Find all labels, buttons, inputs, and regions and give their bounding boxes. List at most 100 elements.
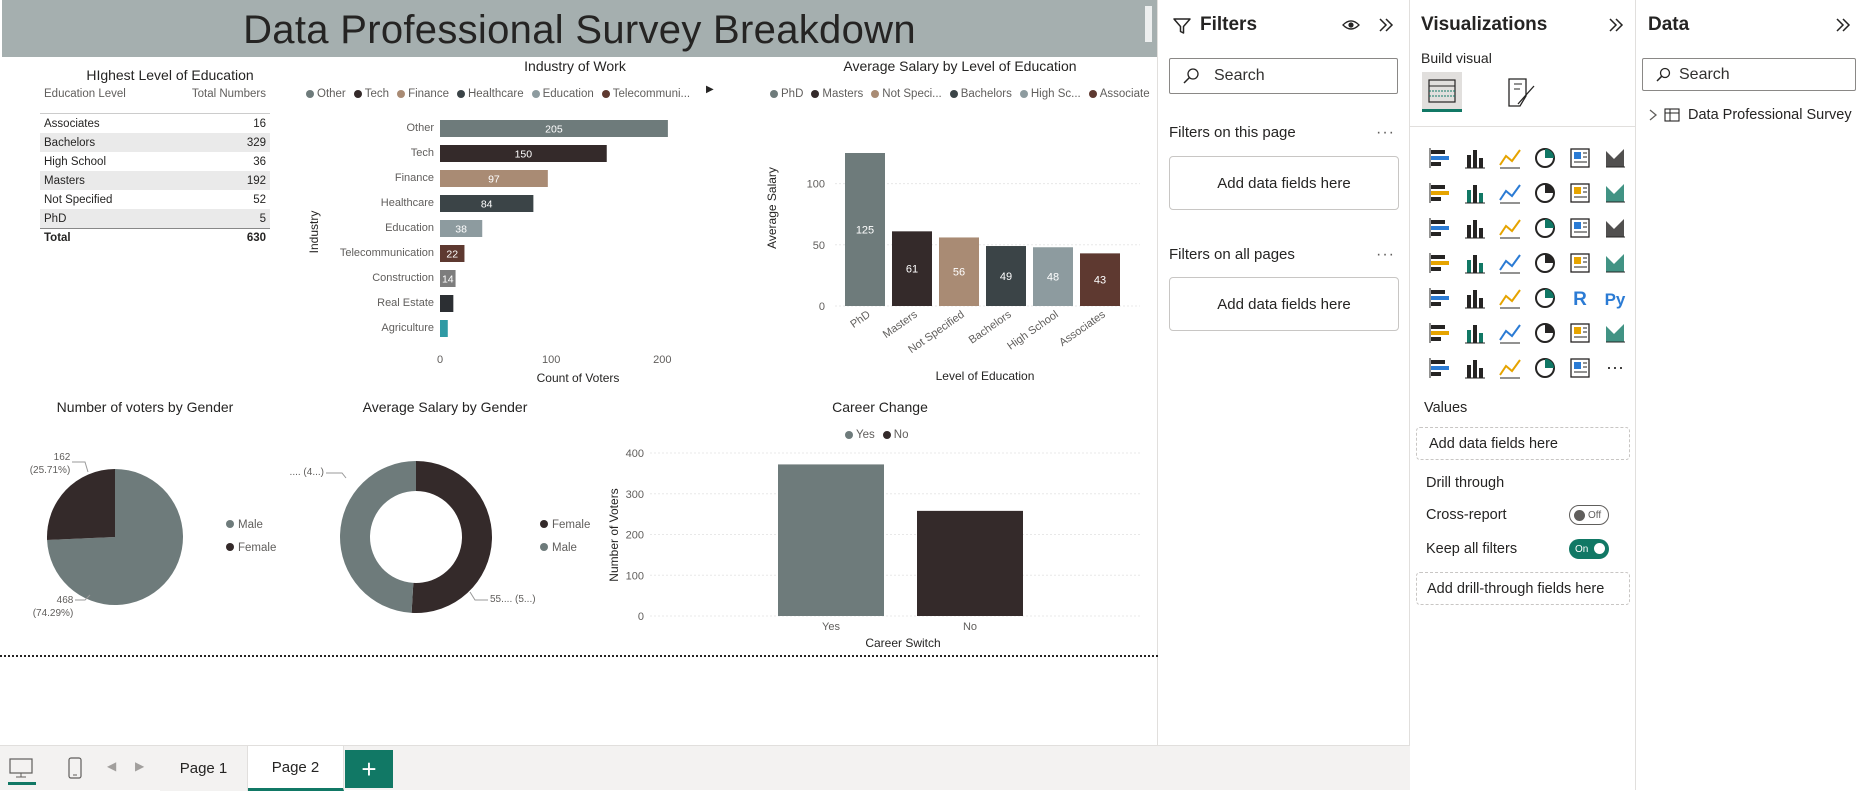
line-chart-icon[interactable] [1422, 175, 1457, 210]
100-column-icon[interactable] [1597, 140, 1632, 175]
donut-chart-icon[interactable] [1562, 210, 1597, 245]
clustered-bar-icon[interactable] [1492, 140, 1527, 175]
table-grid-icon [1428, 78, 1456, 103]
column-header-education-level[interactable]: Education Level [44, 88, 126, 100]
python-visual-icon[interactable]: Py [1597, 280, 1632, 315]
metrics-icon[interactable] [1562, 315, 1597, 350]
industry-bar-chart: Other 205 Tech 150 Finance 97 Healthcare 84 Educ… [307, 120, 672, 385]
cross-report-toggle[interactable]: Off [1569, 505, 1609, 525]
legend-item[interactable]: Associates [1088, 88, 1150, 100]
key-influencers-icon[interactable] [1422, 315, 1457, 350]
diamond-icon[interactable] [1527, 350, 1562, 385]
decomposition-tree-icon[interactable] [1457, 315, 1492, 350]
filled-map-icon[interactable] [1457, 245, 1492, 280]
collapse-data-icon[interactable] [1835, 17, 1851, 33]
data-search-input[interactable]: Search [1642, 58, 1856, 91]
legend-item[interactable]: Education [531, 88, 594, 100]
legend-item[interactable]: Not Speci... [871, 88, 942, 100]
legend-item[interactable]: PhD [770, 88, 803, 100]
map-icon[interactable] [1422, 245, 1457, 280]
legend-item[interactable]: Healthcare [456, 88, 524, 100]
next-page-icon[interactable]: ▶ [135, 759, 145, 773]
chevron-right-icon[interactable] [1648, 109, 1658, 121]
legend-item[interactable]: Tech [353, 88, 389, 100]
gauge-icon[interactable] [1527, 245, 1562, 280]
format-visual-tab[interactable] [1504, 76, 1538, 115]
r-visual-icon[interactable]: R [1562, 280, 1597, 315]
prev-page-icon[interactable]: ◀ [107, 759, 117, 773]
keep-filters-toggle[interactable]: On [1569, 539, 1609, 559]
qna-icon[interactable] [1492, 315, 1527, 350]
waterfall-icon[interactable] [1422, 210, 1457, 245]
legend-item[interactable]: High Sc... [1019, 88, 1081, 100]
stacked-bar-icon[interactable] [1422, 140, 1457, 175]
page-boundary-line [0, 655, 1158, 657]
collapse-filters-icon[interactable] [1378, 17, 1394, 33]
career-legend[interactable]: Yes No [845, 426, 965, 444]
tab-page-1[interactable]: Page 1 [160, 746, 248, 791]
legend-item[interactable]: Finance [397, 88, 449, 100]
slicer-icon[interactable] [1457, 280, 1492, 315]
desktop-layout-icon[interactable] [8, 756, 34, 782]
drill-through-dropzone[interactable]: Add drill-through fields here [1416, 572, 1630, 605]
scatter-icon[interactable] [1492, 210, 1527, 245]
legend-item[interactable]: Yes [845, 429, 875, 441]
clustered-column-icon[interactable] [1457, 140, 1492, 175]
azure-map-icon[interactable] [1492, 245, 1527, 280]
filters-all-pages-dropzone[interactable]: Add data fields here [1169, 277, 1399, 331]
table-icon[interactable] [1492, 280, 1527, 315]
build-visual-tab[interactable] [1422, 72, 1462, 112]
tab-page-2[interactable]: Page 2 [248, 746, 344, 791]
legend-item[interactable]: Masters [811, 88, 863, 100]
chevron-visual-icon[interactable] [1562, 350, 1597, 385]
values-dropzone[interactable]: Add data fields here [1416, 427, 1630, 460]
legend-item[interactable]: Other [306, 88, 346, 100]
legend-next-icon[interactable]: ▶ [706, 84, 714, 95]
education-table: Education Level Total Numbers Associates… [40, 88, 270, 247]
line-column-icon[interactable] [1527, 175, 1562, 210]
legend-item[interactable]: Telecommuni... [601, 88, 690, 100]
data-table-item[interactable]: Data Professional Survey [1648, 107, 1852, 123]
smart-narrative-icon[interactable] [1527, 315, 1562, 350]
filters-search-input[interactable]: Search [1169, 58, 1398, 94]
filters-all-pages-more-icon[interactable]: ··· [1376, 246, 1395, 263]
legend-item[interactable]: Bachelors [949, 88, 1012, 100]
legend-item[interactable]: No [882, 429, 908, 441]
data-title: Data [1648, 14, 1690, 35]
collapse-visualizations-icon[interactable] [1608, 17, 1624, 33]
bar [440, 145, 607, 162]
multi-row-card-icon[interactable] [1597, 245, 1632, 280]
matrix-icon[interactable] [1527, 280, 1562, 315]
eye-icon[interactable] [1342, 18, 1360, 32]
bar [1033, 247, 1073, 306]
ribbon-chart-icon[interactable] [1597, 175, 1632, 210]
column-header-total-numbers[interactable]: Total Numbers [191, 88, 266, 100]
power-automate-icon[interactable] [1457, 350, 1492, 385]
legend-marker [226, 520, 234, 528]
stacked-area-icon[interactable] [1492, 175, 1527, 210]
add-page-button[interactable]: + [345, 750, 393, 788]
stacked-column-icon[interactable] [1527, 140, 1562, 175]
line-stacked-column-icon[interactable] [1562, 175, 1597, 210]
paginated-report-icon[interactable] [1597, 315, 1632, 350]
pie-chart-icon[interactable] [1527, 210, 1562, 245]
total-numbers-cell: 36 [253, 155, 266, 168]
card-icon[interactable] [1562, 245, 1597, 280]
salary-edu-legend[interactable]: PhD Masters Not Speci... Bachelors High Sc..… [770, 85, 1150, 103]
kpi-icon[interactable] [1422, 280, 1457, 315]
industry-legend[interactable]: Other Tech Finance Healthcare Education Telec… [306, 85, 716, 103]
more-visuals-icon[interactable]: ··· [1597, 350, 1632, 385]
treemap-icon[interactable] [1597, 210, 1632, 245]
legend-marker [306, 90, 314, 98]
bar [939, 237, 979, 306]
filters-on-page-more-icon[interactable]: ··· [1376, 124, 1395, 141]
mobile-layout-icon[interactable] [66, 756, 84, 780]
filters-on-page-dropzone[interactable]: Add data fields here [1169, 156, 1399, 210]
100-bar-icon[interactable] [1562, 140, 1597, 175]
bar [778, 464, 884, 616]
arcgis-icon[interactable] [1492, 350, 1527, 385]
funnel-icon[interactable] [1457, 210, 1492, 245]
power-apps-icon[interactable] [1422, 350, 1457, 385]
scrollbar[interactable] [1145, 6, 1152, 42]
area-chart-icon[interactable] [1457, 175, 1492, 210]
